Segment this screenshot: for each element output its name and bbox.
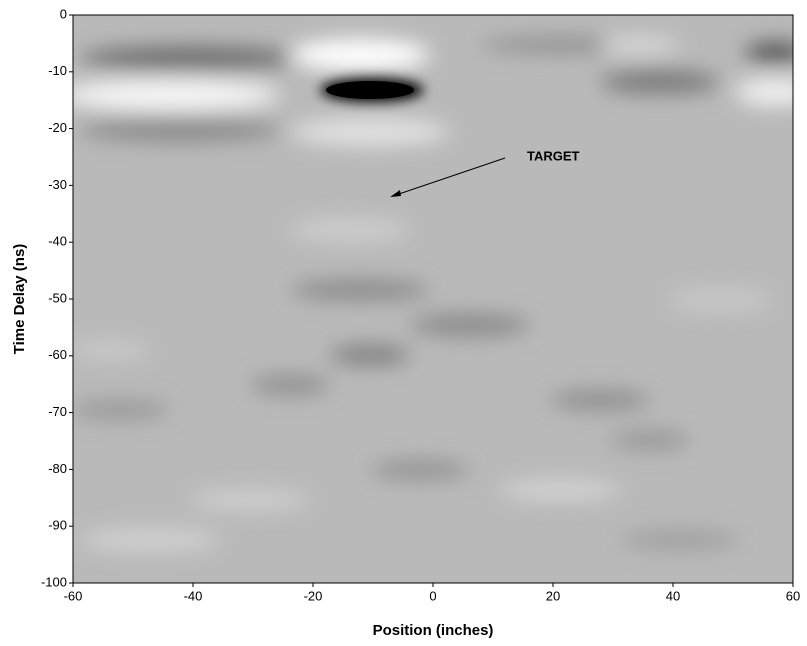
y-tick-label: -60 [48, 347, 67, 362]
radargram [73, 15, 793, 583]
y-axis-label: Time Delay (ns) [11, 244, 28, 355]
y-tick-label: -90 [48, 518, 67, 533]
y-tick-label: -20 [48, 120, 67, 135]
y-tick-label: -40 [48, 234, 67, 249]
x-tick-label: 0 [429, 588, 436, 603]
y-tick-label: -30 [48, 177, 67, 192]
y-tick-label: 0 [60, 6, 67, 21]
x-axis-label: Position (inches) [373, 622, 494, 639]
x-tick-label: -60 [64, 588, 83, 603]
y-tick-label: -50 [48, 290, 67, 305]
annotation-arrow [395, 157, 506, 196]
x-tick-label: -40 [184, 588, 203, 603]
y-tick-label: -80 [48, 461, 67, 476]
annotation: TARGET [527, 148, 580, 163]
x-tick-label: 40 [666, 588, 680, 603]
y-tick-label: -70 [48, 404, 67, 419]
y-tick-label: -10 [48, 63, 67, 78]
x-tick-label: 20 [546, 588, 560, 603]
x-tick-label: -20 [304, 588, 323, 603]
arrow-head [390, 190, 401, 197]
y-tick-label: -100 [41, 574, 67, 589]
x-tick-label: 60 [786, 588, 800, 603]
